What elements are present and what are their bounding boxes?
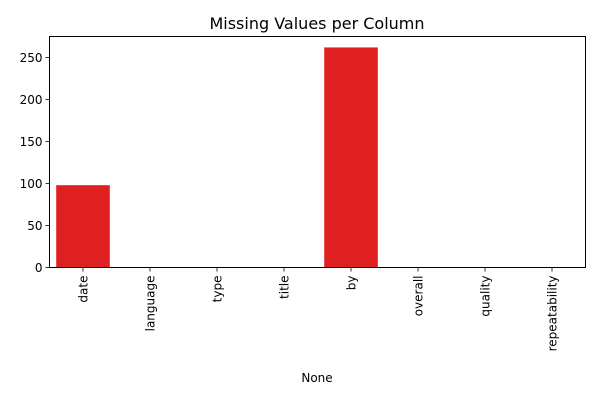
- plot-frame: [49, 36, 586, 268]
- x-tick-label: title: [278, 276, 292, 299]
- y-tick-label: 250: [20, 51, 43, 65]
- x-axis: date language type title by overall quality rep…: [77, 267, 560, 352]
- bars-group: [56, 47, 378, 268]
- x-tick-label: date: [77, 276, 91, 303]
- x-tick-label: type: [211, 276, 225, 303]
- y-tick-label: 200: [20, 93, 43, 107]
- x-tick-label: language: [144, 276, 158, 332]
- x-tick-label: quality: [479, 276, 493, 317]
- x-axis-label: None: [301, 371, 332, 385]
- y-tick-label: 150: [20, 135, 43, 149]
- bar-date: [56, 185, 110, 268]
- y-axis: 0 50 100 150 200 250: [20, 51, 50, 275]
- x-tick-label: by: [345, 276, 359, 291]
- y-tick-label: 50: [27, 219, 42, 233]
- x-tick-label: repeatability: [546, 276, 560, 352]
- y-tick-label: 0: [35, 261, 43, 275]
- bar-by: [324, 47, 378, 268]
- chart-title: Missing Values per Column: [209, 14, 424, 33]
- y-tick-label: 100: [20, 177, 43, 191]
- x-tick-label: overall: [412, 276, 426, 317]
